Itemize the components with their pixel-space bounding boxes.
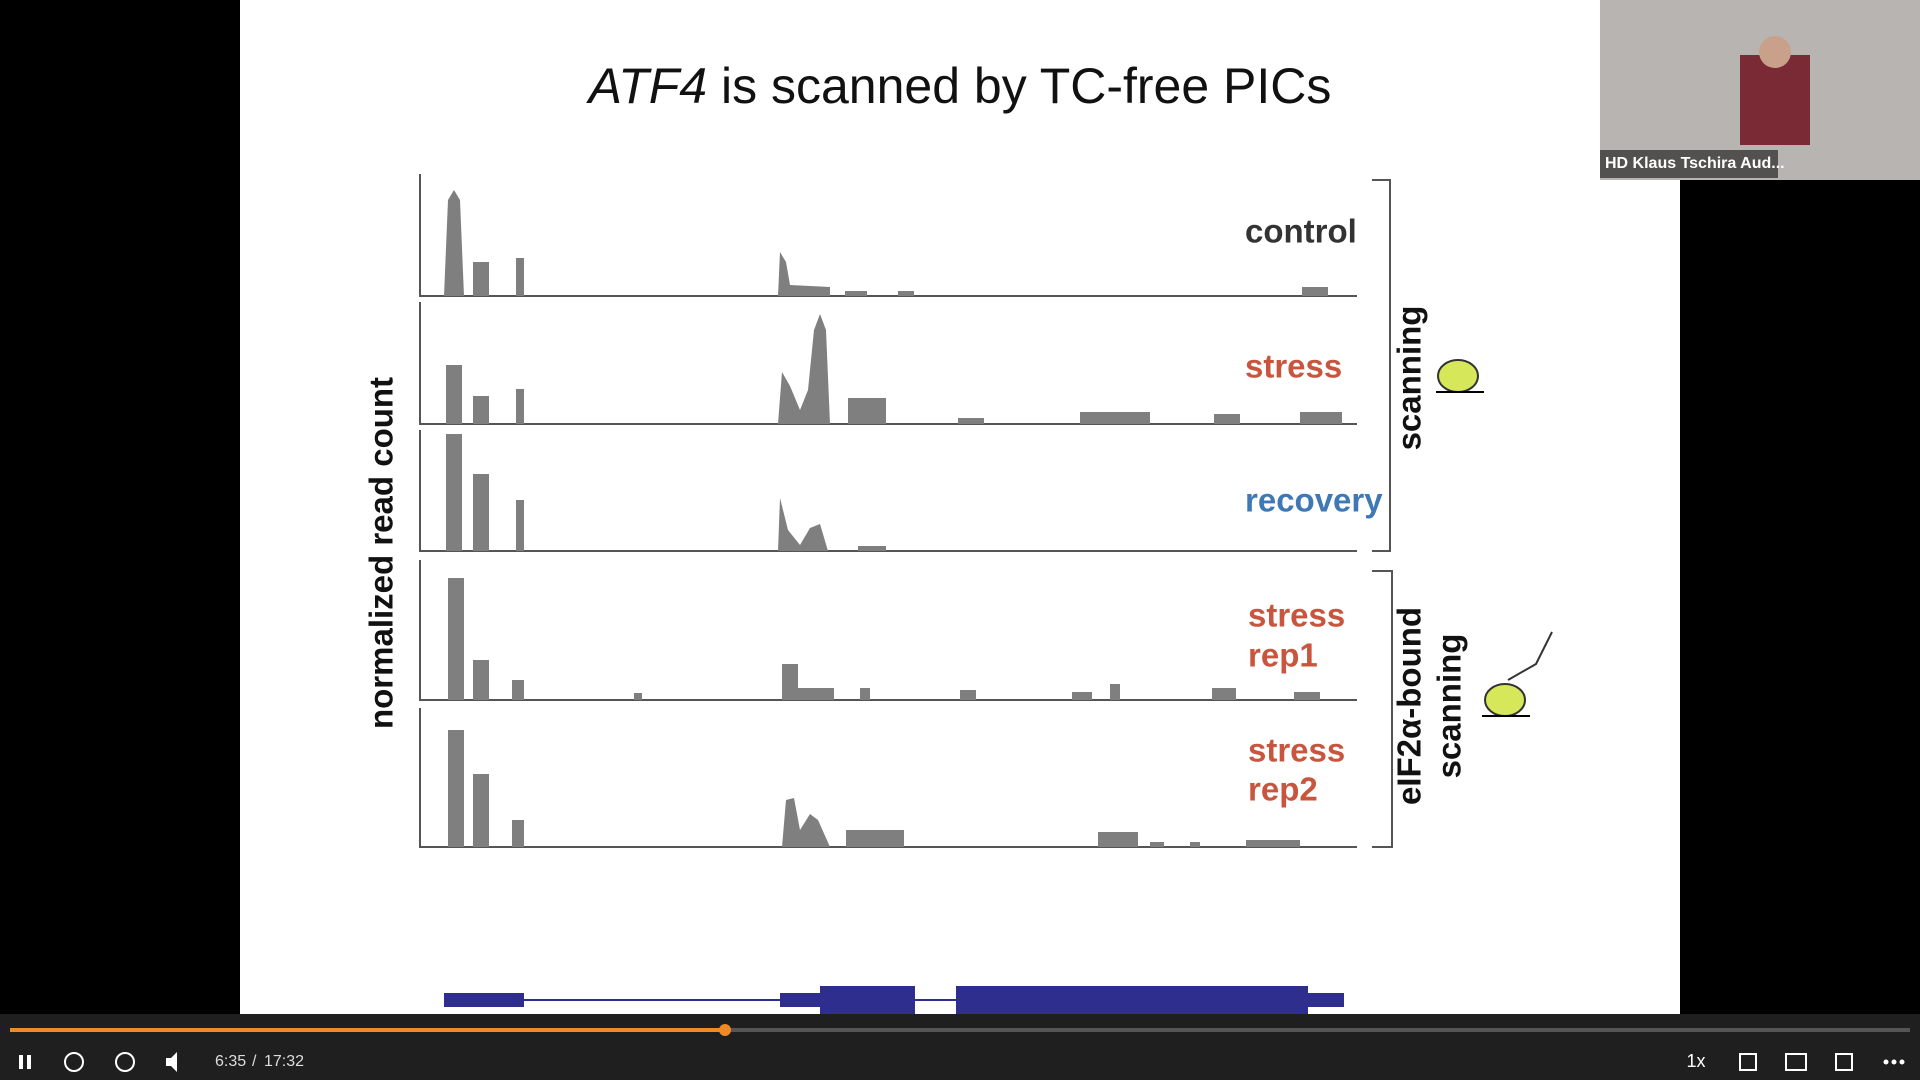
more-button[interactable] [1883, 1059, 1889, 1065]
time-separator: / [252, 1053, 257, 1070]
speaker [1740, 55, 1810, 145]
track-label: stress [1248, 597, 1345, 634]
panel-axes [419, 174, 1393, 848]
forward-button[interactable] [115, 1052, 135, 1072]
track-label: rep2 [1248, 771, 1318, 808]
title-italic: ATF4 [586, 58, 708, 114]
webcam-caption: HD Klaus Tschira Aud... [1605, 155, 1785, 172]
ribosome-icons [1436, 359, 1553, 717]
y-axis-label: normalized read count [363, 377, 400, 729]
gene-model [444, 986, 1344, 1014]
control-bar [0, 1014, 1920, 1080]
current-time: 6:35 [215, 1053, 246, 1070]
title-rest: is scanned by TC-free PICs [707, 58, 1331, 114]
fullscreen-button[interactable] [1835, 1053, 1853, 1071]
rewind-button[interactable] [64, 1052, 84, 1072]
popout-button[interactable] [1739, 1053, 1757, 1071]
progress-track[interactable] [10, 1028, 1910, 1032]
track-label: control [1245, 213, 1357, 250]
track-label: stress [1245, 348, 1342, 385]
webcam-caption-bg [1600, 150, 1778, 178]
speaker-head [1759, 36, 1791, 68]
pip-button[interactable] [1785, 1053, 1807, 1071]
duration: 17:32 [264, 1053, 304, 1070]
speed-button[interactable]: 1x [1686, 1051, 1705, 1071]
read-coverage [444, 190, 1342, 847]
bracket-label: eIF2α-bound [1391, 607, 1428, 805]
progress-handle[interactable] [719, 1024, 731, 1036]
control-buttons [19, 1052, 1905, 1072]
bracket-label: scanning [1391, 306, 1428, 451]
pause-button[interactable] [27, 1055, 31, 1069]
track-label: rep1 [1248, 637, 1318, 674]
volume-button[interactable] [166, 1052, 177, 1072]
more-button[interactable] [1899, 1059, 1905, 1065]
more-button[interactable] [1891, 1059, 1897, 1065]
progress-fill [10, 1028, 725, 1032]
slide-title: ATF4 is scanned by TC-free PICs [586, 58, 1332, 114]
track-label: recovery [1245, 482, 1383, 519]
track-label: stress [1248, 732, 1345, 769]
pause-button[interactable] [19, 1055, 23, 1069]
bracket-label: scanning [1431, 634, 1468, 779]
